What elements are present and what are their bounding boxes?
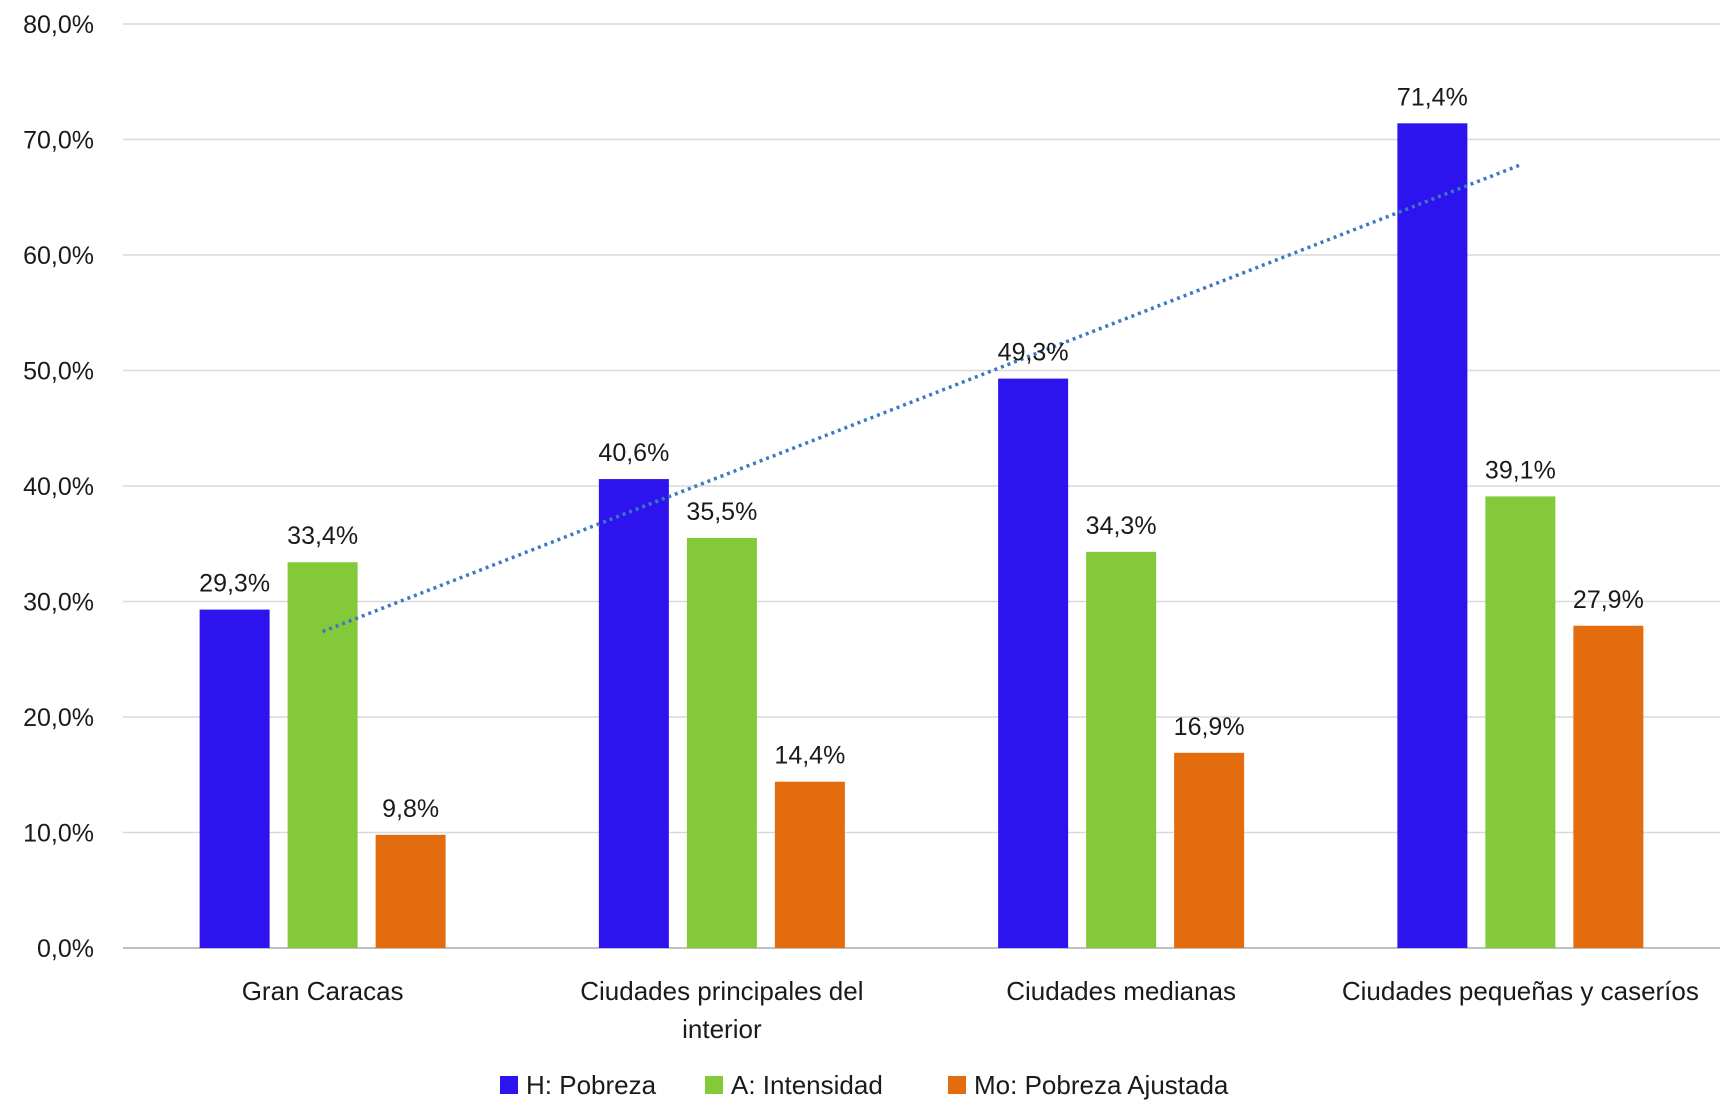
- legend-swatch: [500, 1076, 518, 1094]
- data-label: 71,4%: [1397, 83, 1468, 111]
- bar: [774, 781, 845, 948]
- legend-item: H: Pobreza: [500, 1070, 657, 1100]
- data-label: 34,3%: [1086, 512, 1157, 540]
- y-tick-label: 30,0%: [23, 589, 94, 617]
- data-label: 14,4%: [774, 742, 845, 770]
- legend-label: Mo: Pobreza Ajustada: [974, 1070, 1229, 1100]
- legend-item: Mo: Pobreza Ajustada: [948, 1070, 1229, 1100]
- legend-swatch: [705, 1076, 723, 1094]
- x-axis: Gran Caracas Ciudades principales del inte…: [242, 976, 1699, 1044]
- x-tick-label: Ciudades medianas: [1006, 976, 1236, 1006]
- data-label: 9,8%: [382, 795, 439, 823]
- legend: H: Pobreza A: Intensidad Mo: Pobreza Ajust…: [500, 1070, 1229, 1100]
- data-label: 35,5%: [686, 498, 757, 526]
- y-tick-label: 20,0%: [23, 704, 94, 732]
- legend-swatch: [948, 1076, 966, 1094]
- bar: [1573, 625, 1644, 948]
- bar: [998, 378, 1069, 949]
- bar: [598, 479, 669, 948]
- y-axis: 0,0% 10,0% 20,0% 30,0% 40,0% 50,0% 60,0% 70,0% 8…: [23, 11, 94, 963]
- bar: [375, 834, 446, 948]
- trendline: [321, 163, 1522, 634]
- bar: [1086, 551, 1157, 948]
- x-tick-label: Ciudades principales del interior: [580, 976, 863, 1044]
- legend-label: H: Pobreza: [526, 1070, 657, 1100]
- x-tick-label: Ciudades pequeñas y caseríos: [1342, 976, 1699, 1006]
- bars: [199, 123, 1644, 949]
- bar: [1485, 496, 1556, 948]
- y-tick-label: 40,0%: [23, 473, 94, 501]
- x-tick-label: Gran Caracas: [242, 976, 404, 1006]
- legend-label: A: Intensidad: [731, 1070, 883, 1100]
- gridlines: [123, 23, 1720, 949]
- y-tick-label: 80,0%: [23, 11, 94, 39]
- y-tick-label: 50,0%: [23, 358, 94, 386]
- data-label: 27,9%: [1573, 586, 1644, 614]
- bar: [1174, 752, 1245, 948]
- data-label: 49,3%: [998, 339, 1069, 367]
- data-label: 40,6%: [598, 439, 669, 467]
- data-labels: 29,3% 33,4% 9,8% 40,6% 35,5% 14,4% 49,3% 34,3% 1…: [199, 83, 1644, 822]
- bar: [287, 562, 358, 948]
- data-label: 16,9%: [1174, 713, 1245, 741]
- bar: [1397, 123, 1468, 948]
- bar: [686, 537, 757, 948]
- bar: [199, 609, 270, 948]
- data-label: 39,1%: [1485, 456, 1556, 484]
- data-label: 33,4%: [287, 522, 358, 550]
- legend-item: A: Intensidad: [705, 1070, 883, 1100]
- y-tick-label: 60,0%: [23, 242, 94, 270]
- y-tick-label: 0,0%: [37, 935, 94, 963]
- y-tick-label: 70,0%: [23, 127, 94, 155]
- data-label: 29,3%: [199, 570, 270, 598]
- y-tick-label: 10,0%: [23, 820, 94, 848]
- trendline-path: [321, 163, 1522, 634]
